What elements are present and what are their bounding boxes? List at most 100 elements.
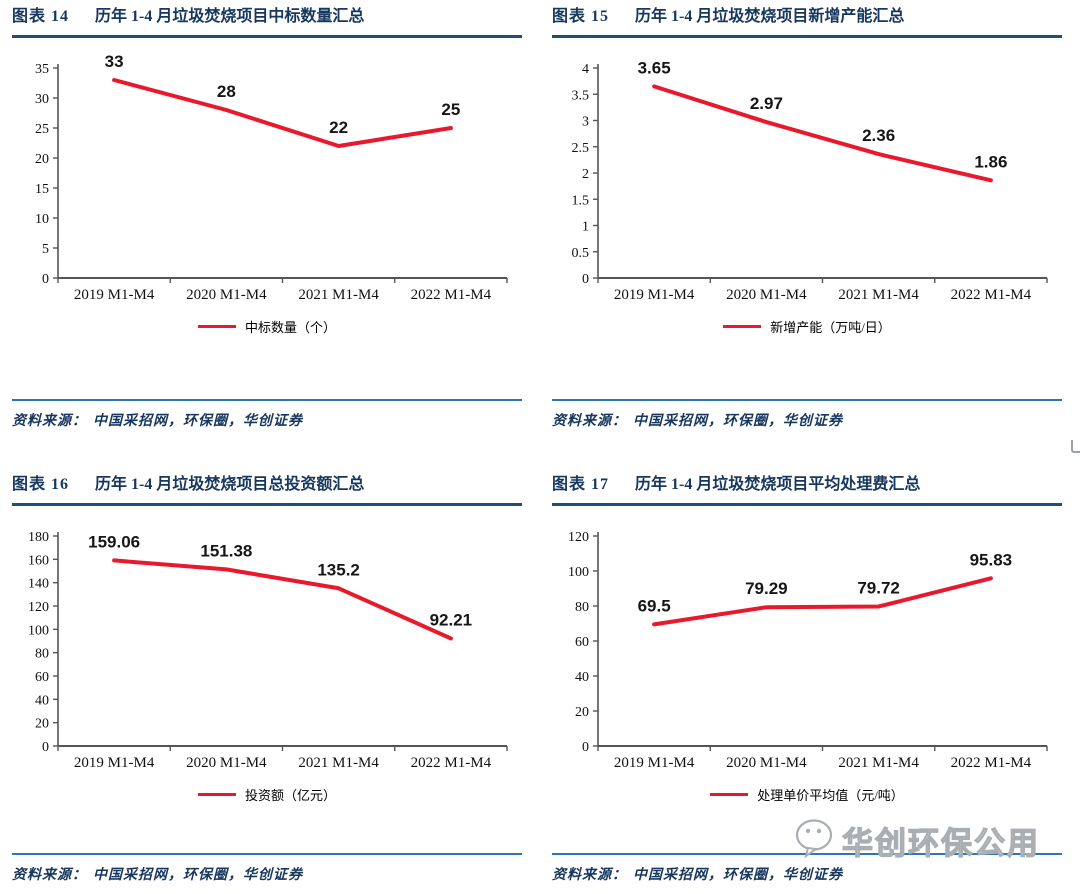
svg-text:80: 80	[575, 600, 589, 615]
svg-text:69.5: 69.5	[638, 596, 671, 615]
svg-text:2.97: 2.97	[750, 94, 783, 113]
source-divider	[12, 853, 522, 855]
svg-text:2019 M1-M4: 2019 M1-M4	[74, 755, 155, 771]
figure-tag: 图表 16	[12, 476, 70, 493]
svg-text:15: 15	[35, 182, 49, 197]
line-chart-figure-17: 0 20 40 60 80 100 120 2019 M1-M4 2020 M1-M4 2021 …	[552, 518, 1062, 783]
legend-line-swatch	[197, 793, 236, 796]
legend-line-swatch	[723, 325, 762, 328]
source-block: 资料来源： 中国采招网，环保圈，华创证券	[12, 853, 522, 884]
svg-text:3.65: 3.65	[638, 58, 671, 77]
svg-text:10: 10	[35, 212, 49, 227]
svg-text:180: 180	[28, 530, 49, 545]
svg-text:159.06: 159.06	[88, 532, 140, 551]
figure-title: 图表 15 历年 1-4 月垃圾焚烧项目新增产能汇总	[552, 6, 1062, 28]
source-text: 资料来源： 中国采招网，环保圈，华创证券	[552, 855, 1062, 884]
svg-text:28: 28	[217, 82, 236, 101]
svg-text:20: 20	[35, 717, 49, 732]
source-divider	[12, 399, 522, 401]
figure-title-text: 历年 1-4 月垃圾焚烧项目中标数量汇总	[95, 8, 365, 25]
legend-label: 中标数量（个）	[244, 320, 336, 335]
legend-label: 投资额（亿元）	[244, 788, 336, 803]
svg-text:120: 120	[28, 600, 49, 615]
title-rule	[12, 35, 522, 38]
source-block: 资料来源： 中国采招网，环保圈，华创证券	[552, 853, 1062, 884]
svg-text:0.5: 0.5	[572, 246, 590, 261]
title-rule	[552, 503, 1062, 506]
svg-text:30: 30	[35, 92, 49, 107]
figure-title: 图表 16 历年 1-4 月垃圾焚烧项目总投资额汇总	[12, 474, 522, 496]
source-text: 资料来源： 中国采招网，环保圈，华创证券	[12, 855, 522, 884]
svg-text:1.86: 1.86	[974, 152, 1007, 171]
svg-text:2021 M1-M4: 2021 M1-M4	[838, 755, 919, 771]
legend-line-swatch	[710, 793, 749, 796]
figure-tag: 图表 17	[552, 476, 610, 493]
panel-figure-16: 图表 16 历年 1-4 月垃圾焚烧项目总投资额汇总 0 20 40 60 80 100 12…	[0, 462, 540, 894]
svg-text:5: 5	[42, 242, 49, 257]
line-chart-figure-15: 0 0.5 1 1.5 2 2.5 3 3.5 4 2019 M1-M4 2020 M1-M4 202…	[552, 50, 1062, 315]
svg-text:60: 60	[575, 635, 589, 650]
svg-text:0: 0	[42, 272, 49, 287]
line-chart-figure-16: 0 20 40 60 80 100 120 140 160 180 2019 M1-M4 2020 M…	[12, 518, 522, 783]
svg-text:3.5: 3.5	[572, 88, 590, 103]
svg-text:2019 M1-M4: 2019 M1-M4	[614, 755, 695, 771]
source-block: 资料来源： 中国采招网，环保圈，华创证券	[12, 399, 522, 430]
source-prefix: 资料来源：	[12, 414, 87, 429]
svg-text:2020 M1-M4: 2020 M1-M4	[186, 287, 267, 303]
svg-text:2021 M1-M4: 2021 M1-M4	[298, 755, 379, 771]
panel-figure-17: 图表 17 历年 1-4 月垃圾焚烧项目平均处理费汇总 0 20 40 60 80 100 1…	[540, 462, 1080, 894]
svg-text:40: 40	[35, 693, 49, 708]
svg-text:2022 M1-M4: 2022 M1-M4	[411, 755, 492, 771]
svg-text:1.5: 1.5	[572, 193, 590, 208]
svg-text:2019 M1-M4: 2019 M1-M4	[74, 287, 155, 303]
svg-text:22: 22	[329, 118, 348, 137]
title-rule	[12, 503, 522, 506]
svg-text:2.36: 2.36	[862, 126, 895, 145]
source-text: 资料来源： 中国采招网，环保圈，华创证券	[12, 401, 522, 430]
svg-text:2021 M1-M4: 2021 M1-M4	[298, 287, 379, 303]
svg-text:151.38: 151.38	[200, 541, 252, 560]
svg-text:25: 25	[441, 100, 460, 119]
svg-text:160: 160	[28, 553, 49, 568]
svg-text:2020 M1-M4: 2020 M1-M4	[726, 287, 807, 303]
source-text: 资料来源： 中国采招网，环保圈，华创证券	[552, 401, 1062, 430]
line-chart-figure-14: 0 5 10 15 20 25 30 35 2019 M1-M4 2020 M1-M4 2021 M…	[12, 50, 522, 315]
legend-line-swatch	[197, 325, 236, 328]
svg-text:2022 M1-M4: 2022 M1-M4	[411, 287, 492, 303]
svg-text:2020 M1-M4: 2020 M1-M4	[186, 755, 267, 771]
figure-title-text: 历年 1-4 月垃圾焚烧项目新增产能汇总	[635, 8, 905, 25]
svg-text:2020 M1-M4: 2020 M1-M4	[726, 755, 807, 771]
source-prefix: 资料来源：	[552, 414, 627, 429]
source-list: 中国采招网，环保圈，华创证券	[633, 414, 843, 429]
svg-text:100: 100	[28, 623, 49, 638]
svg-text:0: 0	[42, 740, 49, 755]
svg-text:35: 35	[35, 62, 49, 77]
svg-text:2: 2	[582, 167, 589, 182]
svg-text:0: 0	[582, 272, 589, 287]
svg-text:25: 25	[35, 122, 49, 137]
figure-title: 图表 14 历年 1-4 月垃圾焚烧项目中标数量汇总	[12, 6, 522, 28]
svg-text:20: 20	[35, 152, 49, 167]
svg-text:40: 40	[575, 670, 589, 685]
svg-text:79.72: 79.72	[857, 578, 900, 597]
legend-label: 新增产能（万吨/日）	[770, 320, 891, 335]
figure-title: 图表 17 历年 1-4 月垃圾焚烧项目平均处理费汇总	[552, 474, 1062, 496]
figure-title-text: 历年 1-4 月垃圾焚烧项目平均处理费汇总	[635, 476, 921, 493]
chart-legend: 投资额（亿元）	[12, 785, 522, 804]
svg-text:20: 20	[575, 705, 589, 720]
svg-text:3: 3	[582, 115, 589, 130]
source-list: 中国采招网，环保圈，华创证券	[633, 868, 843, 883]
svg-text:135.2: 135.2	[317, 560, 360, 579]
svg-text:2.5: 2.5	[572, 141, 590, 156]
svg-text:95.83: 95.83	[970, 550, 1013, 569]
svg-text:1: 1	[582, 220, 589, 235]
svg-text:2021 M1-M4: 2021 M1-M4	[838, 287, 919, 303]
chart-legend: 新增产能（万吨/日）	[552, 317, 1062, 336]
panel-figure-14: 图表 14 历年 1-4 月垃圾焚烧项目中标数量汇总 0 5 10 15 20 25 30 35…	[0, 0, 540, 440]
source-list: 中国采招网，环保圈，华创证券	[93, 414, 303, 429]
chart-legend: 中标数量（个）	[12, 317, 522, 336]
svg-text:2022 M1-M4: 2022 M1-M4	[951, 755, 1032, 771]
source-block: 资料来源： 中国采招网，环保圈，华创证券	[552, 399, 1062, 430]
svg-text:120: 120	[568, 530, 589, 545]
